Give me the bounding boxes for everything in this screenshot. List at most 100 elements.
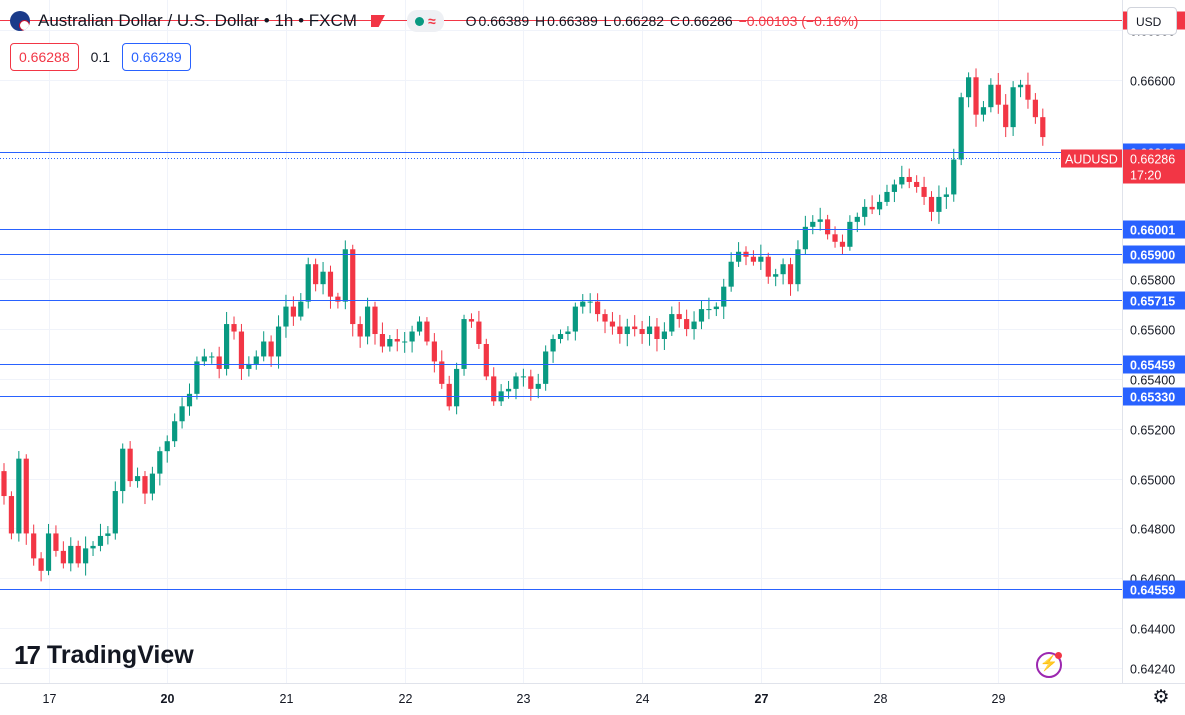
- candle: [654, 318, 660, 352]
- candle-body: [439, 361, 445, 384]
- time-axis[interactable]: 17 20 21 22 23 24 27 28 29: [43, 692, 1006, 706]
- candle-body: [186, 393, 193, 407]
- candle-body: [372, 306, 378, 335]
- candle-body: [669, 314, 675, 332]
- candle-body: [446, 383, 452, 407]
- candle-body: [387, 339, 393, 347]
- candle: [231, 316, 237, 340]
- candle: [617, 314, 623, 344]
- tradingview-logo[interactable]: 17 TradingView: [14, 640, 194, 671]
- candle-body: [906, 176, 912, 182]
- market-closed-icon[interactable]: [370, 15, 385, 27]
- price-tick-label: 0.64400: [1130, 623, 1175, 637]
- candle-body: [290, 306, 296, 317]
- candle: [261, 331, 267, 362]
- candle-body: [112, 491, 118, 534]
- sell-button[interactable]: 0.66288: [10, 43, 79, 71]
- candle: [224, 311, 230, 376]
- lightning-icon[interactable]: ⚡: [1036, 652, 1062, 678]
- candle-body: [298, 301, 304, 317]
- candle: [142, 471, 148, 505]
- candle-body: [164, 441, 170, 452]
- close-label: C: [669, 13, 681, 29]
- candle: [372, 301, 378, 345]
- candle-body: [928, 196, 935, 212]
- candle-body: [1040, 117, 1046, 138]
- time-tick-label: 27: [755, 692, 769, 706]
- candle: [624, 318, 630, 347]
- buy-button[interactable]: 0.66289: [122, 43, 191, 71]
- candle: [876, 194, 883, 216]
- candle: [928, 191, 935, 222]
- candle: [646, 315, 653, 346]
- ohlc-readout: O 0.66389 H 0.66389 L 0.66282 C 0.66286 −0.0…: [466, 13, 861, 29]
- candle: [394, 329, 400, 352]
- level-price-tag: [1123, 245, 1185, 264]
- candle-body: [825, 219, 831, 235]
- candle-body: [735, 251, 742, 262]
- high-value: 0.66389: [547, 13, 598, 29]
- candle: [209, 352, 215, 364]
- candle: [31, 524, 37, 566]
- level-price-label: 0.65900: [1130, 249, 1175, 263]
- candle-body: [587, 301, 593, 303]
- candle-body: [951, 159, 957, 195]
- indicator-toggle[interactable]: ≈: [406, 10, 444, 32]
- candle-body: [557, 334, 564, 340]
- candle-body: [357, 324, 363, 337]
- candle-body: [364, 306, 371, 337]
- candle: [520, 368, 526, 387]
- time-tick-label: 17: [43, 692, 57, 706]
- candle: [342, 240, 348, 310]
- candle: [468, 313, 475, 328]
- candle: [409, 325, 415, 353]
- candle: [83, 536, 89, 576]
- symbol-title[interactable]: Australian Dollar / U.S. Dollar • 1h • F…: [38, 11, 357, 30]
- candle: [684, 309, 690, 337]
- candle-body: [335, 296, 341, 302]
- candle-body: [313, 264, 319, 285]
- candle: [364, 297, 371, 345]
- candle-body: [713, 306, 719, 310]
- candle-body: [179, 406, 185, 422]
- candle: [416, 316, 423, 336]
- candle: [632, 315, 638, 337]
- candle: [75, 540, 81, 568]
- close-value: 0.66286: [682, 13, 733, 29]
- candle-body: [758, 256, 764, 262]
- candle-body: [253, 356, 259, 364]
- candle: [862, 199, 868, 226]
- trade-panel: 0.66288 0.1 0.66289: [10, 43, 191, 71]
- candle: [23, 454, 29, 545]
- candle-body: [862, 206, 868, 217]
- candle: [194, 356, 200, 400]
- candle: [431, 333, 437, 373]
- candle-body: [676, 314, 682, 320]
- candle-body: [90, 545, 96, 549]
- candle: [290, 296, 296, 326]
- candle-body: [53, 533, 59, 551]
- candle-body: [795, 249, 801, 285]
- candle-body: [476, 321, 482, 344]
- time-tick-label: 28: [874, 692, 888, 706]
- symbol-header: Australian Dollar / U.S. Dollar • 1h • F…: [10, 8, 860, 34]
- candle-body: [1, 471, 7, 497]
- candle-body: [632, 326, 638, 330]
- candle-body: [624, 326, 630, 335]
- candle: [721, 278, 727, 319]
- candle: [402, 332, 408, 353]
- candle: [765, 252, 771, 284]
- price-axis[interactable]: 0.642400.644000.646000.648000.650000.652…: [1130, 25, 1175, 677]
- time-tick-label: 29: [992, 692, 1006, 706]
- candle: [275, 315, 282, 369]
- candle: [595, 293, 601, 322]
- settings-gear-icon[interactable]: ⚙: [1152, 687, 1170, 708]
- candle-body: [246, 363, 252, 369]
- candle-body: [1025, 84, 1031, 100]
- currency-selector[interactable]: USD: [1127, 7, 1177, 35]
- symbol-tag-bg: [1061, 149, 1122, 168]
- candle: [676, 301, 682, 328]
- candle-body: [921, 186, 927, 197]
- candle-body: [572, 306, 578, 332]
